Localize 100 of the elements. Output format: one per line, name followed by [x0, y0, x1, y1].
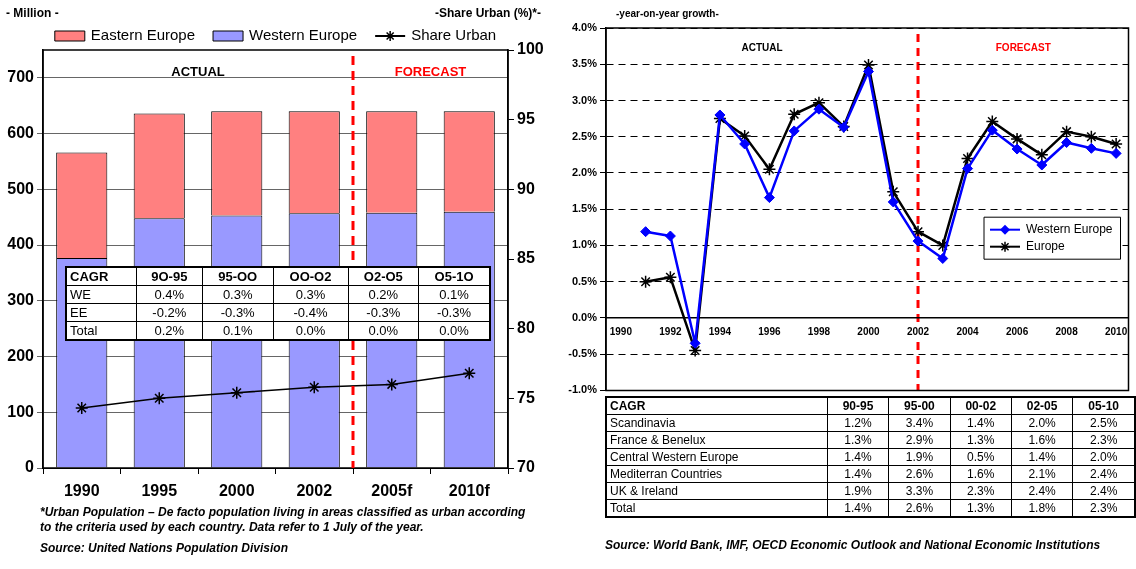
text: 1.9%	[905, 450, 934, 464]
y2-tick-label: 95	[517, 110, 535, 128]
category-label: UK & Ireland	[610, 484, 679, 498]
text: 1.6%	[1028, 433, 1056, 447]
x-tick-label: 1998	[807, 325, 831, 337]
text: 1.4%	[844, 467, 872, 481]
category-label: EE	[70, 305, 88, 320]
text: 1.8%	[1028, 501, 1056, 515]
y-tick-label: 4.0%	[571, 21, 598, 34]
text: 1.4%	[1028, 450, 1056, 464]
text: 3.3%	[905, 484, 934, 498]
text: 1.3%	[967, 501, 995, 515]
text: 0.3%	[295, 287, 326, 302]
text: 0.2%	[154, 323, 185, 338]
category-label: WE	[70, 287, 91, 302]
x-tick-label: 2010	[1104, 325, 1128, 337]
text: 1.6%	[967, 467, 995, 481]
x-tick-label: 1990	[609, 325, 633, 337]
category-label: 95-00	[888, 397, 951, 415]
category-label: O2-O5	[348, 267, 419, 286]
category-label: OO-O2	[273, 267, 349, 286]
category-label: O5-1O	[418, 267, 490, 286]
text: 2.3%	[967, 484, 995, 498]
text: -0.3%	[220, 305, 255, 320]
text: 0.2%	[368, 287, 399, 302]
category-label: Central Western Europe	[610, 450, 739, 464]
text: 3.4%	[905, 416, 934, 430]
y-tick-label: 0.0%	[571, 310, 598, 323]
annotation: FORECAST	[394, 63, 467, 79]
x-tick-label: 2010f	[448, 482, 491, 500]
y-tick-label: 100	[7, 402, 35, 420]
legend-label: Share Urban	[411, 26, 497, 44]
y-tick-label: 200	[7, 346, 35, 364]
y2-tick-label: 75	[517, 388, 535, 406]
text: 2.1%	[1028, 467, 1056, 481]
y2-tick-label: 100	[517, 40, 544, 58]
y-tick-label: 3.0%	[571, 93, 598, 106]
text: 2.4%	[1089, 484, 1118, 498]
x-tick-label: 1995	[141, 482, 178, 500]
category-label: 00-02	[950, 397, 1012, 415]
x-tick-label: 2000	[857, 325, 881, 337]
text: 1.2%	[844, 416, 872, 430]
text: CAGR	[66, 267, 137, 286]
x-tick-label: 2002	[906, 325, 930, 337]
text: 2.0%	[1028, 416, 1056, 430]
x-tick-label: 2008	[1055, 325, 1079, 337]
x-tick-label: 2005f	[371, 482, 413, 500]
y-tick-label: 500	[7, 179, 35, 197]
y-tick-label: 0.5%	[571, 274, 598, 287]
y-axis-title: -year-on-year growth-	[616, 7, 719, 19]
text: 0.1%	[222, 323, 253, 338]
legend-label: Western Europe	[249, 26, 358, 44]
text: 0.0%	[439, 323, 469, 338]
y-tick-label: 700	[7, 68, 35, 86]
text: 1.9%	[844, 484, 872, 498]
x-tick-label: 1990	[63, 482, 100, 500]
annotation: ACTUAL	[171, 63, 225, 79]
text: *Urban Population – De facto population living in areas classified as urban according to the criteria used by each country. Data refer to 1 July of the year.	[40, 505, 527, 535]
y-tick-label: 2.0%	[571, 165, 598, 178]
y-axis-title: - Million -	[6, 6, 59, 21]
y-tick-label: -0.5%	[568, 347, 598, 360]
text: -0.2%	[152, 305, 187, 320]
text: 2.6%	[905, 501, 934, 515]
x-tick-label: 2004	[956, 325, 980, 337]
category-label: Mediterran Countries	[610, 467, 723, 481]
legend-label: Europe	[1026, 239, 1066, 253]
x-tick-label: 1994	[708, 325, 732, 337]
category-label: Scandinavia	[610, 416, 676, 430]
category-label: Total	[610, 501, 636, 515]
category-label: Total	[70, 323, 98, 338]
text: 2.3%	[1089, 433, 1118, 447]
y2-tick-label: 80	[517, 319, 535, 337]
text: 2.5%	[1089, 416, 1118, 430]
annotation: ACTUAL	[741, 41, 783, 53]
legend-label: Western Europe	[1026, 222, 1113, 236]
text: 0.5%	[967, 450, 995, 464]
y2-tick-label: 70	[517, 458, 535, 476]
text: 2.9%	[905, 433, 934, 447]
text: -0.3%	[437, 305, 472, 320]
y-tick-label: 400	[7, 235, 35, 253]
text: 2.6%	[905, 467, 934, 481]
text: 0.3%	[222, 287, 253, 302]
text: 2.4%	[1089, 467, 1118, 481]
y-tick-label: 3.5%	[571, 57, 598, 70]
category-label: 02-05	[1011, 397, 1073, 415]
text: 1.4%	[844, 501, 872, 515]
source-note: Source: World Bank, IMF, OECD Economic Outlook and National Economic Institutions	[605, 538, 1102, 553]
x-tick-label: 2000	[218, 482, 255, 500]
text: 1.3%	[844, 433, 872, 447]
y-tick-label: -1.0%	[568, 383, 598, 396]
y2-axis-title: -Share Urban (%)*-	[434, 6, 541, 21]
text: 0.4%	[154, 287, 185, 302]
text: 0.0%	[295, 323, 326, 338]
y-tick-label: 300	[7, 291, 35, 309]
y-tick-label: 600	[7, 124, 35, 142]
text: 1.4%	[967, 416, 995, 430]
text: -0.4%	[293, 305, 328, 320]
x-tick-label: 2002	[296, 482, 333, 500]
category-label: 95-OO	[202, 267, 273, 286]
text: 0.1%	[439, 287, 469, 302]
